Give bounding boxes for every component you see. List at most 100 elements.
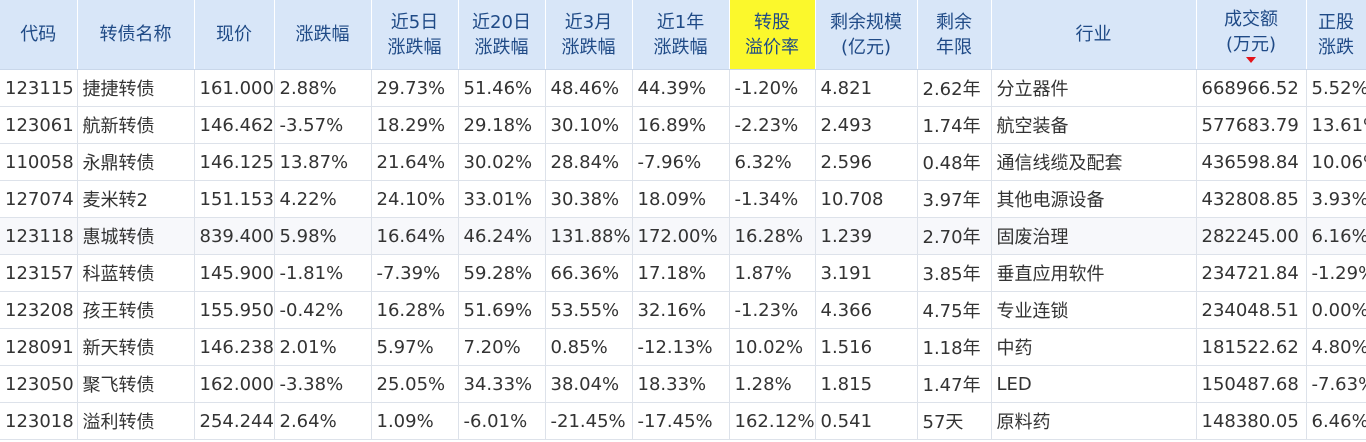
column-header-stockchg[interactable]: 正股 涨跌 [1306,0,1366,70]
table-row[interactable]: 110058 永鼎转债 146.125 13.87% 21.64% 30.02% 28.84… [0,143,1366,181]
column-header-label: 成交额 [1224,8,1278,30]
cell-years: 3.97年 [917,180,992,218]
column-header-label: 转股 [754,11,790,33]
cell-price: 254.244 [194,402,275,440]
cell-code[interactable]: 127074 [0,180,78,218]
column-header-years[interactable]: 剩余 年限 [917,0,992,70]
cell-code[interactable]: 123115 [0,69,78,107]
cell-amount: 148380.05 [1196,402,1307,440]
cell-industry: 分立器件 [991,69,1197,107]
column-header-name[interactable]: 转债名称 [77,0,195,70]
cell-industry: 垂直应用软件 [991,254,1197,292]
table-row[interactable]: 123208 孩王转债 155.950 -0.42% 16.28% 51.69% 53.55… [0,291,1366,329]
column-header-sublabel: 溢价率 [745,36,799,58]
table-row[interactable]: 123050 聚飞转债 162.000 -3.38% 25.05% 34.33% 38.04… [0,365,1366,403]
cell-industry: 其他电源设备 [991,180,1197,218]
cell-code[interactable]: 110058 [0,143,78,181]
cell-industry: 原料药 [991,402,1197,440]
table-row[interactable]: 123018 溢利转债 254.244 2.64% 1.09% -6.01% -21.45%… [0,402,1366,440]
cell-premium: 16.28% [729,217,816,255]
cell-chg20: 30.02% [458,143,546,181]
cell-code[interactable]: 123157 [0,254,78,292]
cell-chg1y: 18.09% [632,180,730,218]
table-row[interactable]: 123115 捷捷转债 161.000 2.88% 29.73% 51.46% 48.46%… [0,69,1366,107]
column-header-sublabel: (万元) [1225,33,1277,55]
table-row[interactable]: 123118 惠城转债 839.400 5.98% 16.64% 46.24% 131.88… [0,217,1366,255]
cell-amount: 150487.68 [1196,365,1307,403]
cell-name[interactable]: 捷捷转债 [77,69,195,107]
cell-chg3m: 38.04% [545,365,633,403]
cell-chg5: 25.05% [371,365,459,403]
cell-name[interactable]: 科蓝转债 [77,254,195,292]
cell-chg3m: 0.85% [545,328,633,366]
cell-scale: 4.366 [815,291,918,329]
column-header-chg1y[interactable]: 近1年 涨跌幅 [632,0,730,70]
cell-code[interactable]: 128091 [0,328,78,366]
cell-industry: 航空装备 [991,106,1197,144]
cell-chg: 13.87% [274,143,372,181]
cell-chg20: 51.69% [458,291,546,329]
cell-name[interactable]: 永鼎转债 [77,143,195,181]
cell-code[interactable]: 123118 [0,217,78,255]
column-header-label: 涨跌幅 [295,24,350,45]
column-header-code[interactable]: 代码 [0,0,78,70]
column-header-chg5[interactable]: 近5日涨跌幅 [371,0,459,70]
cell-code[interactable]: 123208 [0,291,78,329]
cell-premium: 10.02% [729,328,816,366]
cell-scale: 1.516 [815,328,918,366]
column-header-chg[interactable]: 涨跌幅 [274,0,372,70]
cell-name[interactable]: 惠城转债 [77,217,195,255]
column-header-premium[interactable]: 转股 溢价率 [729,0,816,70]
cell-code[interactable]: 123050 [0,365,78,403]
cell-chg1y: 18.33% [632,365,730,403]
cell-years: 1.47年 [917,365,992,403]
cell-chg1y: -12.13% [632,328,730,366]
cell-chg1y: 172.00% [632,217,730,255]
cell-chg: -1.81% [274,254,372,292]
cell-stockchg: -1.29% [1306,254,1366,292]
cell-name[interactable]: 航新转债 [77,106,195,144]
cell-code[interactable]: 123061 [0,106,78,144]
cell-name[interactable]: 聚飞转债 [77,365,195,403]
table-row[interactable]: 123157 科蓝转债 145.900 -1.81% -7.39% 59.28% 66.36… [0,254,1366,292]
cell-chg20: 34.33% [458,365,546,403]
cell-stockchg: 3.93% [1306,180,1366,218]
table-row[interactable]: 123061 航新转债 146.462 -3.57% 18.29% 29.18% 30.10… [0,106,1366,144]
cell-chg3m: 131.88% [545,217,633,255]
table-row[interactable]: 128091 新天转债 146.238 2.01% 5.97% 7.20% 0.85% -12… [0,328,1366,366]
column-header-label: 近5日 [390,11,439,33]
cell-chg3m: 66.36% [545,254,633,292]
column-header-sublabel: 涨跌幅 [653,36,708,58]
sort-desc-icon[interactable] [1246,56,1256,63]
cell-code[interactable]: 123018 [0,402,78,440]
cell-name[interactable]: 溢利转债 [77,402,195,440]
column-header-sublabel: (亿元) [840,36,892,58]
cell-stockchg: 0.00% [1306,291,1366,329]
column-header-industry[interactable]: 行业 [991,0,1197,70]
cell-stockchg: -7.63% [1306,365,1366,403]
cell-chg3m: 48.46% [545,69,633,107]
cell-years: 0.48年 [917,143,992,181]
column-header-price[interactable]: 现价 [194,0,275,70]
column-header-chg20[interactable]: 近20日 涨跌幅 [458,0,546,70]
cell-chg1y: 44.39% [632,69,730,107]
cell-name[interactable]: 新天转债 [77,328,195,366]
column-header-sublabel: 涨跌幅 [474,36,529,58]
cell-amount: 282245.00 [1196,217,1307,255]
cell-chg: 2.64% [274,402,372,440]
column-header-amount[interactable]: 成交额 (万元) [1196,0,1307,70]
column-header-sublabel: 涨跌幅 [387,36,442,58]
table-row[interactable]: 127074 麦米转2 151.153 4.22% 24.10% 33.01% 30.38%… [0,180,1366,218]
table-body: 123115 捷捷转债 161.000 2.88% 29.73% 51.46% 48.46%… [0,69,1366,440]
cell-name[interactable]: 孩王转债 [77,291,195,329]
column-header-scale[interactable]: 剩余规模 (亿元) [815,0,918,70]
cell-price: 145.900 [194,254,275,292]
cell-chg: 2.88% [274,69,372,107]
cell-chg: -0.42% [274,291,372,329]
cell-premium: 1.28% [729,365,816,403]
cell-years: 1.74年 [917,106,992,144]
column-header-chg3m[interactable]: 近3月 涨跌幅 [545,0,633,70]
cell-scale: 3.191 [815,254,918,292]
cell-amount: 577683.79 [1196,106,1307,144]
cell-name[interactable]: 麦米转2 [77,180,195,218]
